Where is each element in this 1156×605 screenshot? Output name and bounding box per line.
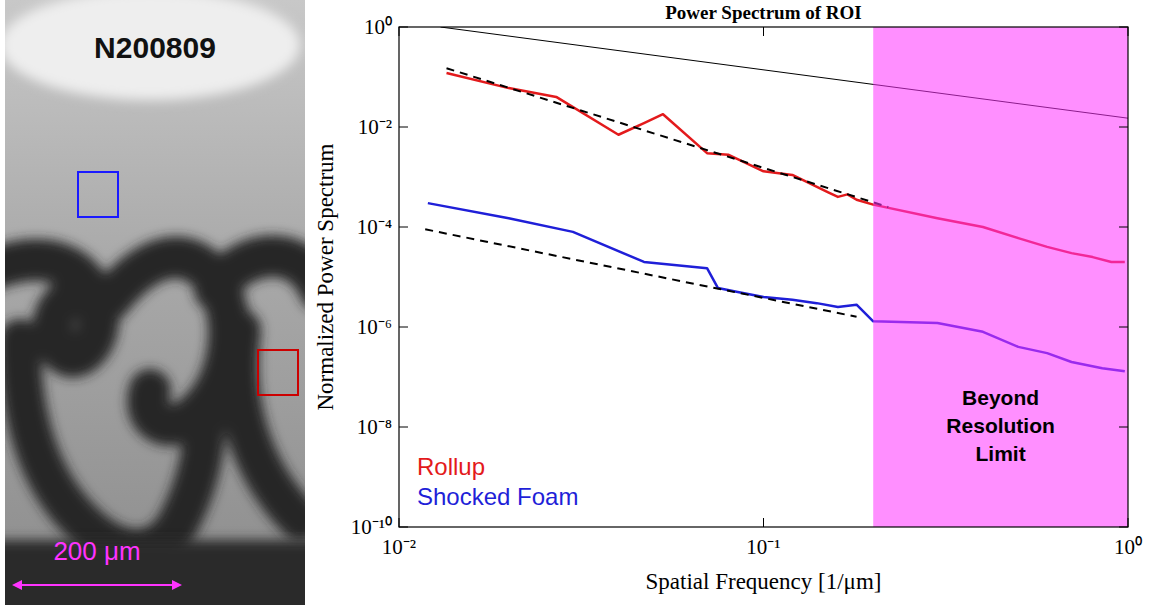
region-label-line: Limit xyxy=(976,442,1026,465)
scale-bar-arrow xyxy=(172,580,182,590)
scale-bar-label: 200 μm xyxy=(53,536,140,566)
y-tick-label: 10⁻⁶ xyxy=(357,315,392,339)
y-tick xyxy=(1119,527,1128,528)
chart: 10⁻²10⁻¹10⁰10⁻¹⁰10⁻⁸10⁻⁶10⁻⁴10⁻²10⁰Power… xyxy=(313,2,1142,594)
bright-region xyxy=(5,0,300,100)
y-tick xyxy=(1119,227,1128,228)
chart-title: Power Spectrum of ROI xyxy=(665,2,861,23)
region-label-line: Resolution xyxy=(946,414,1055,437)
roi-box-foam xyxy=(78,172,118,217)
scale-bar-arrow xyxy=(12,580,22,590)
legend: Rollup Shocked Foam xyxy=(417,453,578,510)
x-tick-label: 10⁻¹ xyxy=(746,535,780,559)
legend-entry: Rollup xyxy=(417,453,485,480)
dark-base xyxy=(5,540,305,605)
lower-band xyxy=(20,340,204,550)
region-label: Beyond Resolution Limit xyxy=(946,386,1055,465)
y-tick xyxy=(399,527,408,528)
marks xyxy=(425,27,1128,527)
region-label-line: Beyond xyxy=(962,386,1039,409)
y-tick xyxy=(399,227,408,228)
y-axis-title: Normalized Power Spectrum xyxy=(313,143,338,410)
y-tick xyxy=(399,27,408,28)
x-tick xyxy=(1128,518,1129,527)
fit-line xyxy=(425,229,856,317)
scale-bar xyxy=(18,584,176,586)
x-tick xyxy=(399,27,400,36)
shot-label: N200809 xyxy=(94,31,216,64)
y-tick xyxy=(1119,427,1128,428)
x-tick xyxy=(399,518,400,527)
photo xyxy=(5,0,305,605)
y-tick-label: 10⁰ xyxy=(364,15,392,39)
y-tick-label: 10⁻⁸ xyxy=(357,415,392,439)
figure: N200809 200 μm 10⁻² 10⁻¹ 10⁰ 10⁻¹⁰ 10⁻⁸ 10⁻⁶ 10⁻… xyxy=(0,0,1156,605)
y-tick xyxy=(399,427,408,428)
rollup-right-band xyxy=(215,256,305,290)
y-tick-label: 10⁻² xyxy=(358,115,392,139)
y-tick xyxy=(399,327,408,328)
y-tick xyxy=(1119,327,1128,328)
plot-area xyxy=(399,27,1128,527)
x-axis-title: Spatial Frequency [1/μm] xyxy=(646,569,882,594)
roi-box-rollup xyxy=(258,350,298,395)
y-tick-label: 10⁻⁴ xyxy=(357,215,392,239)
x-tick xyxy=(1128,27,1129,36)
x-tick xyxy=(763,27,764,36)
x-tick-label: 10⁰ xyxy=(1114,535,1142,559)
rollups xyxy=(5,256,305,550)
legend-entry: Shocked Foam xyxy=(417,483,578,510)
plot-frame xyxy=(399,27,1128,527)
right-lower-band xyxy=(238,330,301,520)
y-tick-label: 10⁻¹⁰ xyxy=(351,515,392,539)
y-tick xyxy=(1119,27,1128,28)
x-tick xyxy=(763,518,764,527)
image-panel: N200809 200 μm xyxy=(0,0,320,605)
y-tick xyxy=(399,127,408,128)
y-tick xyxy=(1119,127,1128,128)
fit-line xyxy=(447,68,889,207)
resolution-region xyxy=(873,27,1128,527)
